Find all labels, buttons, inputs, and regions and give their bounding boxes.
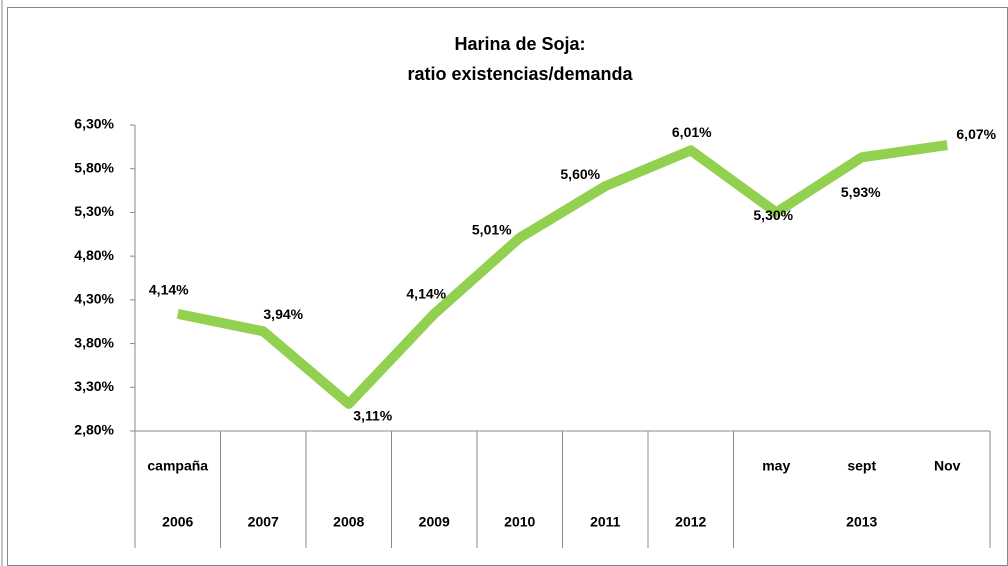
data-label: 5,01% xyxy=(472,221,512,237)
y-tick-label: 5,30% xyxy=(74,203,114,219)
data-label: 6,07% xyxy=(956,126,996,142)
x-group-label: 2009 xyxy=(419,514,450,530)
x-tick-label: sept xyxy=(847,458,876,474)
data-label: 5,60% xyxy=(560,166,600,182)
data-label: 4,14% xyxy=(406,286,446,302)
x-group-label: 2010 xyxy=(504,514,535,530)
y-tick-label: 5,80% xyxy=(74,159,114,175)
chart-frame xyxy=(7,7,1008,566)
chart-title: Harina de Soja: xyxy=(454,34,585,54)
y-tick-label: 3,30% xyxy=(74,378,114,394)
y-tick-label: 2,80% xyxy=(74,422,114,438)
x-group-label: 2012 xyxy=(675,514,706,530)
x-tick-label: may xyxy=(762,458,790,474)
x-group-label: 2007 xyxy=(248,514,279,530)
x-tick-label: campaña xyxy=(147,458,208,474)
data-label: 5,93% xyxy=(841,184,881,200)
data-label: 3,94% xyxy=(263,306,303,322)
y-tick-label: 6,30% xyxy=(74,116,114,132)
data-label: 4,14% xyxy=(149,282,189,298)
data-label: 6,01% xyxy=(672,124,712,140)
data-label: 5,30% xyxy=(753,207,793,223)
x-group-label: 2008 xyxy=(333,514,364,530)
y-tick-label: 4,30% xyxy=(74,291,114,307)
x-group-label: 2013 xyxy=(846,514,877,530)
x-group-label: 2006 xyxy=(162,514,193,530)
x-tick-label: Nov xyxy=(934,458,961,474)
chart-subtitle: ratio existencias/demanda xyxy=(407,64,633,84)
data-label: 3,11% xyxy=(353,408,392,424)
data-line xyxy=(176,140,948,409)
x-group-label: 2011 xyxy=(590,514,621,530)
y-tick-label: 4,80% xyxy=(74,247,114,263)
y-tick-label: 3,80% xyxy=(74,334,114,350)
